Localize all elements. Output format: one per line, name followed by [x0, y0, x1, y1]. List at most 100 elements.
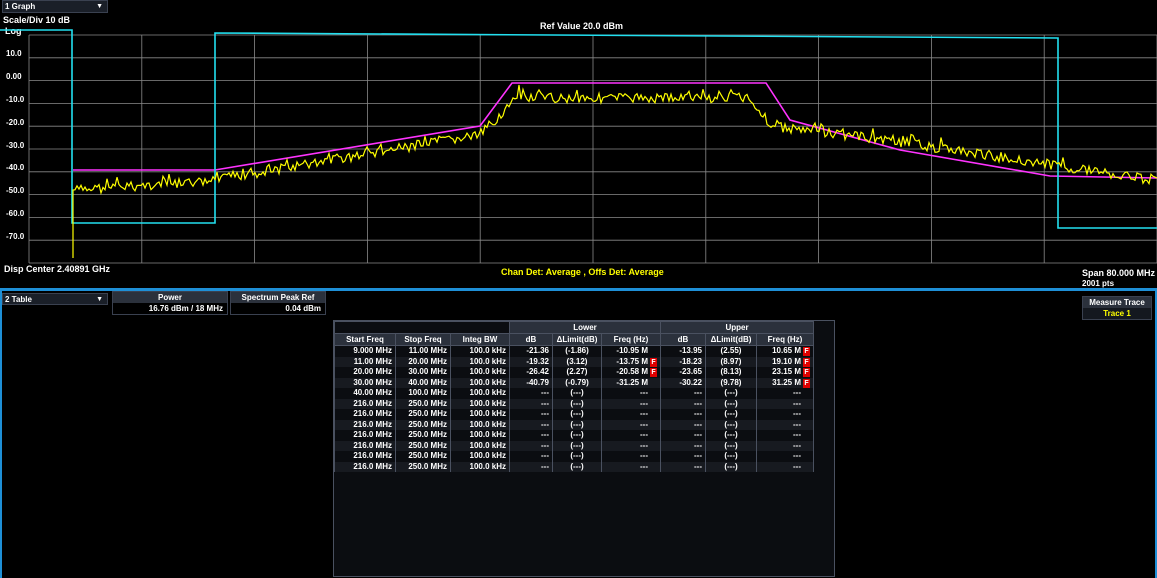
stop-freq-cell-text: 250.0 MHz: [408, 409, 447, 419]
measure-trace-value[interactable]: Trace 1: [1103, 309, 1131, 318]
table-row: 216.0 MHz 250.0 MHz 100.0 kHz --- (---) --- --…: [334, 440, 814, 451]
stop-freq-cell: 100.0 MHz: [395, 388, 451, 399]
upper-limit-cell: (8.97): [705, 356, 757, 367]
results-table-panel: Lower Upper Start Freq Stop Freq Integ B…: [333, 320, 835, 577]
stop-freq-cell-text: 11.00 MHz: [408, 346, 447, 356]
start-freq-cell: 216.0 MHz: [334, 440, 396, 451]
start-freq-cell: 216.0 MHz: [334, 419, 396, 430]
lower-db-cell: -40.79: [509, 377, 553, 388]
lower-freq-cell-text: -20.58 M: [616, 367, 648, 377]
upper-limit-cell-text: (8.97): [720, 356, 742, 366]
lower-limit-cell-text: (2.27): [566, 367, 588, 377]
upper-limit-cell-text: (---): [724, 440, 738, 450]
lower-db-cell: ---: [509, 430, 553, 441]
integ-bw-cell-text: 100.0 kHz: [469, 440, 506, 450]
upper-freq-cell-text: ---: [793, 451, 801, 461]
power-value: 16.76 dBm / 18 MHz: [113, 303, 227, 314]
upper-freq-cell: ---: [756, 419, 814, 430]
upper-db-cell: ---: [660, 451, 706, 462]
stop-freq-cell-text: 20.00 MHz: [408, 356, 447, 366]
fail-flag-icon: F: [650, 368, 657, 378]
graph-window-selector[interactable]: 1 Graph ▼: [2, 0, 108, 13]
table-row: 30.00 MHz 40.00 MHz 100.0 kHz -40.79 (-0.79)…: [334, 377, 814, 388]
upper-limit-cell: (2.55): [705, 345, 757, 357]
start-freq-cell-text: 216.0 MHz: [353, 409, 392, 419]
lower-freq-cell: ---: [601, 409, 661, 420]
lower-db-cell-text: -26.42: [526, 367, 549, 377]
spectrum-peak-header: Spectrum Peak Ref: [231, 292, 325, 303]
upper-group-header: Upper: [660, 321, 814, 334]
ref-value-label: Ref Value 20.0 dBm: [540, 21, 624, 31]
points-label: 2001 pts: [1082, 279, 1115, 288]
upper-limit-cell: (---): [705, 419, 757, 430]
upper-freq-cell-text: ---: [793, 409, 801, 419]
table-row: 11.00 MHz 20.00 MHz 100.0 kHz -19.32 (3.12) -…: [334, 356, 814, 367]
spectrum-plot[interactable]: [0, 0, 1157, 288]
lower-db-cell-text: ---: [541, 461, 549, 471]
upper-limit-cell-text: (9.78): [720, 377, 742, 387]
upper-db-cell-text: ---: [694, 419, 702, 429]
lower-freq-cell-text: ---: [640, 430, 648, 440]
upper-limit-cell-text: (---): [724, 398, 738, 408]
start-freq-cell-text: 216.0 MHz: [353, 430, 392, 440]
graph-window[interactable]: 1 Graph ▼ Scale/Div 10 dB Log Ref Value …: [0, 0, 1157, 288]
start-freq-cell: 11.00 MHz: [334, 356, 396, 367]
stop-freq-cell: 250.0 MHz: [395, 461, 451, 472]
integ-bw-cell-text: 100.0 kHz: [469, 388, 506, 398]
lower-db-cell: ---: [509, 461, 553, 472]
integ-bw-cell: 100.0 kHz: [450, 377, 510, 388]
graph-window-title: 1 Graph: [5, 2, 36, 11]
upper-freq-cell-text: ---: [793, 461, 801, 471]
upper-db-cell-text: ---: [694, 398, 702, 408]
upper-freq-cell-text: ---: [793, 440, 801, 450]
table-row: 216.0 MHz 250.0 MHz 100.0 kHz --- (---) --- --…: [334, 409, 814, 420]
spectrum-trace: [72, 84, 1157, 258]
start-freq-cell: 20.00 MHz: [334, 367, 396, 378]
upper-limit-cell-text: (---): [724, 430, 738, 440]
upper-limit-cell: (---): [705, 430, 757, 441]
start-freq-cell-text: 216.0 MHz: [353, 451, 392, 461]
upper-limit-cell-text: (2.55): [720, 346, 742, 356]
lower-freq-cell-text: ---: [640, 461, 648, 471]
lower-db-cell: -26.42: [509, 367, 553, 378]
power-header: Power: [113, 292, 227, 303]
y-tick-label: -20.0: [6, 117, 25, 127]
start-freq-cell: 216.0 MHz: [334, 409, 396, 420]
upper-limit-cell-text: (---): [724, 419, 738, 429]
start-freq-cell-text: 20.00 MHz: [353, 367, 392, 377]
upper-db-cell-text: ---: [694, 461, 702, 471]
lower-db-cell-text: ---: [541, 430, 549, 440]
integ-bw-cell: 100.0 kHz: [450, 356, 510, 367]
results-table: Lower Upper Start Freq Stop Freq Integ B…: [334, 321, 814, 472]
lower-freq-cell: ---: [601, 419, 661, 430]
col-integ-bw: Integ BW: [450, 333, 510, 346]
detector-label: Chan Det: Average , Offs Det: Average: [501, 267, 664, 277]
pane-divider[interactable]: [0, 288, 1157, 291]
upper-freq-cell-text: 31.25 M: [772, 377, 801, 387]
table-window-selector[interactable]: 2 Table ▼: [2, 293, 108, 305]
start-freq-cell: 216.0 MHz: [334, 398, 396, 409]
upper-freq-cell: ---: [756, 461, 814, 472]
stop-freq-cell-text: 250.0 MHz: [408, 440, 447, 450]
lower-limit-cell-text: (---): [570, 451, 584, 461]
lower-freq-cell-text: ---: [640, 398, 648, 408]
integ-bw-cell: 100.0 kHz: [450, 440, 510, 451]
upper-freq-cell-text: ---: [793, 419, 801, 429]
stop-freq-cell: 250.0 MHz: [395, 440, 451, 451]
lower-limit-cell-text: (---): [570, 419, 584, 429]
start-freq-cell: 30.00 MHz: [334, 377, 396, 388]
measure-trace-box[interactable]: Measure Trace Trace 1: [1082, 296, 1152, 320]
stop-freq-cell-text: 100.0 MHz: [408, 388, 447, 398]
fail-flag-icon: F: [803, 368, 810, 378]
lower-limit-cell-text: (---): [570, 398, 584, 408]
col-upper-freq: Freq (Hz): [756, 333, 814, 346]
y-tick-label: -10.0: [6, 95, 25, 104]
lower-limit-cell: (-0.79): [552, 377, 602, 388]
upper-db-cell-text: -23.65: [679, 367, 702, 377]
stop-freq-cell: 30.00 MHz: [395, 367, 451, 378]
start-freq-cell: 9.000 MHz: [334, 345, 396, 357]
integ-bw-cell-text: 100.0 kHz: [469, 346, 506, 356]
